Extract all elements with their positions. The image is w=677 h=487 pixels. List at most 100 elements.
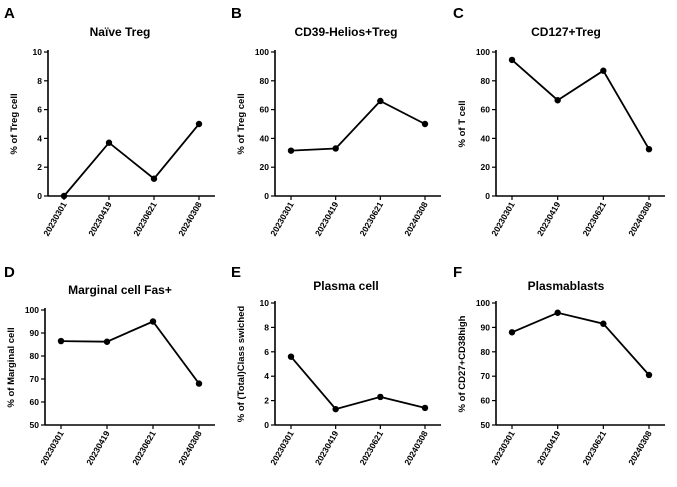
panel-d: D Marginal cell Fas+ 50 60 70 80 90 100 20230301… [4,264,215,467]
y-tick-label: 60 [260,105,270,115]
y-axis-label: % of T cell [457,101,468,148]
series-line [290,99,426,152]
y-tick-label: 40 [260,133,270,143]
x-tick-label: 20230621 [131,200,159,238]
data-point [508,329,516,336]
series-line [60,320,200,385]
y-tick-label: 8 [264,322,269,332]
panel-a: A Naïve Treg 0 2 4 6 8 10 20230301 20230419 202306… [4,5,215,238]
y-tick-label: 90 [30,328,40,338]
data-point [600,67,607,74]
x-tick-label: 20230621 [580,429,608,467]
data-point [554,97,561,104]
panel-letter: A [4,5,15,22]
data-point [149,318,157,325]
y-tick-label: 70 [481,371,491,381]
y-tick-label: 10 [260,298,270,308]
y-tick-label: 4 [37,133,42,143]
x-tick-label: 20230621 [357,429,385,467]
y-axis-label: % of Marginal cell [6,327,17,407]
x-tick-label: 20230301 [41,200,69,238]
y-tick-label: 20 [481,162,491,172]
y-tick-label: 80 [481,347,491,357]
x-tick-label: 20230621 [357,200,385,238]
y-tick-label: 50 [481,420,491,430]
panel-b: B CD39-Helios+Treg 0 20 40 60 80 100 20230301 202… [231,5,441,238]
x-tick-label: 20230419 [535,429,563,467]
data-point [421,404,429,412]
data-point [377,393,384,401]
y-axis-label: % of Treg cell [236,93,247,154]
x-tick-label: 20230419 [535,200,563,238]
y-tick-label: 90 [481,322,491,332]
y-tick-label: 6 [37,105,42,115]
data-point [645,371,653,379]
y-tick-label: 80 [30,351,40,361]
x-tick-label: 20240308 [402,200,430,238]
y-tick-label: 50 [30,420,40,430]
panel-title: Plasmablasts [528,279,605,293]
y-tick-label: 60 [30,397,40,407]
y-tick-label: 60 [481,105,491,115]
data-point [195,120,203,128]
panel-title: CD127+Treg [531,25,601,39]
panel-f: F Plasmablasts 50 60 70 80 90 100 20230301 202304… [453,264,665,467]
panel-letter: C [453,5,464,22]
panel-e: E Plasma cell 0 2 4 6 8 10 20230301 20230419 20230… [231,264,441,467]
y-axis-label: % of Treg cell [9,93,20,154]
series-line [63,123,200,197]
x-tick-label: 20230301 [38,429,66,467]
x-tick-label: 20240308 [402,429,430,467]
x-tick-label: 20230301 [489,200,517,238]
y-tick-label: 0 [264,191,269,201]
data-point [332,145,339,152]
data-point [332,405,339,413]
series-line [511,59,650,150]
data-point [554,309,561,316]
data-point [57,337,65,345]
x-tick-label: 20230301 [268,429,296,467]
y-tick-label: 2 [37,162,42,172]
y-tick-label: 100 [25,305,39,315]
x-tick-label: 20230419 [313,200,341,238]
y-tick-label: 0 [37,191,42,201]
y-tick-label: 10 [33,47,43,57]
data-point [600,320,607,327]
x-tick-label: 20230301 [489,429,517,467]
panel-letter: B [231,5,242,22]
data-point [103,338,111,345]
y-tick-label: 60 [481,396,491,406]
x-tick-label: 20230621 [130,429,158,467]
y-tick-label: 6 [264,347,269,357]
data-point [377,97,384,105]
data-point [195,380,203,387]
x-tick-label: 20230621 [580,200,608,238]
y-tick-label: 100 [476,47,490,57]
x-tick-label: 20230419 [86,200,114,238]
data-point [645,146,653,153]
series-line [511,311,650,376]
panel-title: Naïve Treg [90,25,151,39]
panel-letter: F [453,264,462,281]
y-tick-label: 0 [485,191,490,201]
y-tick-label: 100 [255,47,269,57]
y-axis-label: % of (Total)Class swiched [236,306,247,423]
data-point [150,175,158,182]
series-line [290,356,426,411]
y-tick-label: 20 [260,162,270,172]
data-point [508,56,516,64]
panel-letter: D [4,264,15,281]
x-tick-label: 20240308 [626,200,654,238]
y-tick-label: 80 [260,76,270,86]
y-tick-label: 2 [264,396,269,406]
y-tick-label: 70 [30,374,40,384]
x-tick-label: 20230419 [313,429,341,467]
y-tick-label: 8 [37,76,42,86]
panel-title: Plasma cell [313,279,378,293]
x-tick-label: 20240308 [176,429,204,467]
x-tick-label: 20230301 [268,200,296,238]
panel-title: Marginal cell Fas+ [68,283,172,297]
y-tick-label: 0 [264,420,269,430]
x-tick-label: 20230419 [84,429,112,467]
